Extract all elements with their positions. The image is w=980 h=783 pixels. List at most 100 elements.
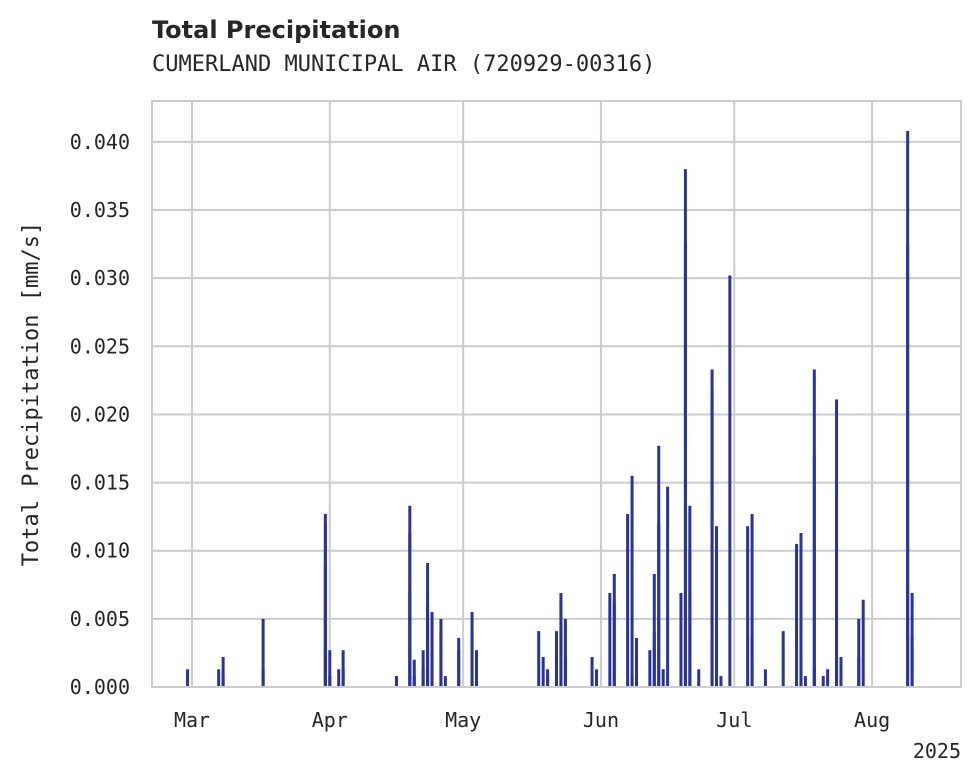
y-tick-label: 0.025: [70, 334, 130, 358]
y-axis-label: Total Precipitation [mm/s]: [19, 222, 44, 566]
y-tick-label: 0.015: [70, 471, 130, 495]
y-tick-label: 0.035: [70, 198, 130, 222]
precipitation-bar: [443, 676, 447, 687]
precipitation-bar: [652, 573, 656, 687]
precipitation-bar: [763, 669, 767, 687]
precipitation-bar: [715, 526, 719, 687]
precipitation-bar: [221, 657, 225, 687]
precipitation-bar: [835, 482, 839, 687]
precipitation-bar: [661, 669, 665, 687]
precipitation-bar: [683, 244, 687, 687]
precipitation-bar: [559, 601, 563, 687]
precipitation-bar: [795, 543, 799, 687]
x-tick-label: May: [445, 708, 481, 732]
precipitation-bar: [221, 673, 225, 687]
precipitation-bar: [541, 657, 545, 687]
precipitation-bar: [328, 650, 332, 687]
precipitation-bar: [595, 669, 599, 687]
precipitation-bar: [421, 669, 425, 687]
y-tick-label: 0.040: [70, 130, 130, 154]
precipitation-bar: [657, 523, 661, 687]
x-tick-label: Jul: [716, 708, 752, 732]
x-tick-label: Apr: [312, 708, 348, 732]
precipitation-bar: [412, 676, 416, 687]
precipitation-bar: [470, 632, 474, 687]
precipitation-bar: [261, 669, 265, 687]
precipitation-bar: [261, 618, 265, 687]
precipitation-bar: [474, 676, 478, 687]
precipitation-bar: [857, 618, 861, 687]
precipitation-bar: [408, 591, 412, 687]
precipitation-bar: [910, 637, 914, 687]
precipitation-bar: [421, 650, 425, 687]
grid: [152, 101, 961, 688]
precipitation-bar: [323, 564, 327, 687]
precipitation-bar: [626, 513, 630, 687]
precipitation-bar: [630, 475, 634, 687]
y-tick-label: 0.030: [70, 266, 130, 290]
precipitation-bar: [546, 676, 550, 687]
y-tick-label: 0.005: [70, 607, 130, 631]
precipitation-bar: [412, 659, 416, 687]
plot-frame: [151, 100, 962, 688]
precipitation-bar: [799, 637, 803, 687]
precipitation-bar: [715, 637, 719, 687]
x-tick-label: Aug: [854, 708, 890, 732]
y-axis-ticks: 0.000 0.005 0.010 0.015 0.020 0.025 0.030 0.035…: [70, 130, 130, 699]
precipitation-bar: [217, 669, 221, 687]
precipitation-bar: [750, 637, 754, 687]
precipitation-bar: [781, 631, 785, 687]
precipitation-bar: [719, 676, 723, 687]
precipitation-bar: [861, 599, 865, 687]
precipitation-bar: [341, 650, 345, 687]
precipitation-bar: [688, 550, 692, 687]
precipitation-bar: [679, 592, 683, 687]
precipitation-bar: [648, 650, 652, 687]
chart-title: Total Precipitation: [152, 16, 401, 44]
precipitation-bar: [612, 601, 616, 687]
precipitation-bar: [563, 618, 567, 687]
precipitation-bar: [635, 650, 639, 687]
precipitation-bar: [630, 676, 634, 687]
precipitation-bar: [750, 513, 754, 687]
precipitation-bar: [457, 650, 461, 687]
precipitation-bar: [799, 533, 803, 687]
precipitation-bar: [826, 669, 830, 687]
y-tick-label: 0.000: [70, 675, 130, 699]
precipitation-bar: [430, 650, 434, 687]
precipitation-bar: [537, 631, 541, 687]
precipitation-bar: [746, 526, 750, 687]
precipitation-bar: [430, 612, 434, 687]
precipitation-bar: [812, 455, 816, 687]
precipitation-bar: [608, 592, 612, 687]
x-tick-label: Mar: [174, 708, 210, 732]
precipitation-bar: [555, 631, 558, 687]
precipitation-bar: [839, 657, 843, 687]
precipitation-bar: [652, 632, 656, 687]
y-tick-label: 0.010: [70, 539, 130, 563]
precipitation-bar: [728, 275, 732, 687]
precipitation-bar: [812, 669, 816, 687]
precipitation-bar: [394, 676, 398, 687]
x-axis-year-label: 2025: [913, 739, 961, 763]
precipitation-bar: [697, 669, 701, 687]
precipitation-bar: [857, 657, 861, 687]
precipitation-bar: [803, 676, 807, 687]
bar-series: [186, 130, 914, 688]
precipitation-bar: [328, 676, 332, 687]
precipitation-bar: [337, 669, 341, 687]
precipitation-bar: [426, 605, 430, 687]
precipitation-bar: [821, 676, 825, 687]
precipitation-bar: [341, 669, 345, 687]
x-axis-ticks: Mar Apr May Jun Jul Aug: [174, 708, 890, 732]
chart-subtitle: CUMERLAND MUNICIPAL AIR (720929-00316): [152, 52, 656, 77]
precipitation-bar: [906, 244, 910, 687]
x-tick-label: Jun: [583, 708, 619, 732]
precipitation-bar: [590, 657, 594, 687]
precipitation-bar: [710, 388, 714, 687]
precipitation-bar: [474, 650, 478, 687]
y-tick-label: 0.020: [70, 402, 130, 426]
precipitation-bar: [439, 632, 443, 687]
precipitation-bar: [563, 657, 567, 687]
